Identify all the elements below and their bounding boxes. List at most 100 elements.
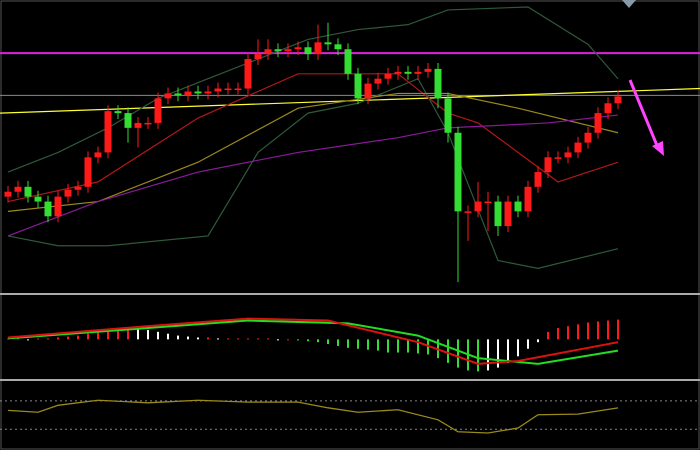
candle-body (64, 189, 72, 197)
histogram-bar (137, 328, 139, 340)
histogram-bar (117, 328, 119, 340)
candle-body (94, 152, 102, 158)
candle-body (84, 157, 92, 187)
candle-body (214, 88, 222, 92)
histogram-bar (227, 338, 229, 340)
histogram-bar (197, 337, 199, 340)
candle-body (354, 73, 362, 99)
candle-body (494, 201, 502, 227)
histogram-bar (37, 338, 39, 340)
candle-body (184, 91, 192, 96)
histogram-bar (607, 320, 609, 340)
histogram-bar (87, 333, 89, 340)
candle-body (14, 186, 22, 192)
histogram-bar (507, 339, 509, 363)
candle-body (324, 42, 332, 45)
histogram-bar (397, 339, 399, 353)
candle-body (504, 201, 512, 227)
candle-body (114, 111, 122, 114)
histogram-bar (317, 339, 319, 343)
candle-body (414, 71, 422, 74)
histogram-bar (347, 339, 349, 348)
candle-body (144, 122, 152, 125)
candle-body (74, 186, 82, 190)
histogram-bar (587, 322, 589, 340)
candle-body (124, 113, 132, 128)
histogram-bar (77, 335, 79, 340)
indicator-line (7, 77, 619, 269)
histogram-bar (517, 339, 519, 357)
candle-body (34, 196, 42, 202)
histogram-bar (447, 339, 449, 363)
histogram-bar (287, 339, 289, 341)
histogram-bar (307, 339, 309, 342)
histogram-bar (357, 339, 359, 349)
candle-body (534, 172, 542, 187)
histogram-bar (617, 319, 619, 340)
histogram-bar (387, 339, 389, 353)
histogram-bar (237, 338, 239, 340)
histogram-bar (577, 324, 579, 340)
histogram-bar (527, 339, 529, 349)
histogram-bar (297, 339, 299, 341)
indicator-line (7, 92, 619, 212)
histogram-bar (407, 339, 409, 353)
histogram-bar (187, 336, 189, 340)
candle-body (444, 98, 452, 133)
oscillator-line (7, 399, 619, 434)
candle-body (174, 93, 182, 96)
scroll-marker (622, 0, 636, 8)
histogram-bar (177, 335, 179, 340)
histogram-bar (17, 338, 19, 340)
candle-body (614, 96, 622, 104)
candle-body (454, 132, 462, 212)
candle-body (284, 49, 292, 52)
histogram-bar (7, 338, 9, 340)
histogram-bar (257, 338, 259, 340)
histogram-bar (57, 337, 59, 340)
candle-body (594, 113, 602, 133)
histogram-bar (327, 339, 329, 345)
candle-body (134, 122, 142, 128)
candle-body (484, 201, 492, 204)
candle-body (544, 157, 552, 173)
candle-body (434, 68, 442, 99)
candle-body (44, 201, 52, 217)
candle-body (104, 111, 112, 153)
candle-body (254, 54, 262, 60)
candle-body (554, 157, 562, 159)
candle-body (314, 42, 322, 55)
candle-body (374, 78, 382, 84)
histogram-bar (157, 331, 159, 340)
candle-body (24, 186, 32, 197)
histogram-bar (127, 327, 129, 340)
candle-body (574, 142, 582, 153)
histogram-bar (247, 338, 249, 340)
histogram-bar (267, 338, 269, 340)
histogram-bar (497, 339, 499, 368)
histogram-bar (107, 329, 109, 340)
histogram-bar (597, 321, 599, 340)
histogram-bar (217, 338, 219, 340)
histogram-bar (427, 339, 429, 355)
candle-body (294, 47, 302, 50)
histogram-bar (377, 339, 379, 351)
candle-body (344, 49, 352, 74)
candle-body (384, 73, 392, 79)
candle-body (604, 103, 612, 114)
indicator-line (7, 114, 619, 237)
candle-body (224, 88, 232, 91)
histogram-bar (67, 336, 69, 340)
candle-body (394, 71, 402, 74)
indicator-line (7, 319, 619, 365)
candle-body (54, 196, 62, 217)
histogram-bar (147, 329, 149, 340)
candle-body (274, 49, 282, 52)
indicator-line (7, 317, 619, 365)
candle-body (194, 91, 202, 94)
histogram-bar (557, 328, 559, 340)
histogram-bar (547, 331, 549, 340)
arrow (628, 79, 660, 149)
